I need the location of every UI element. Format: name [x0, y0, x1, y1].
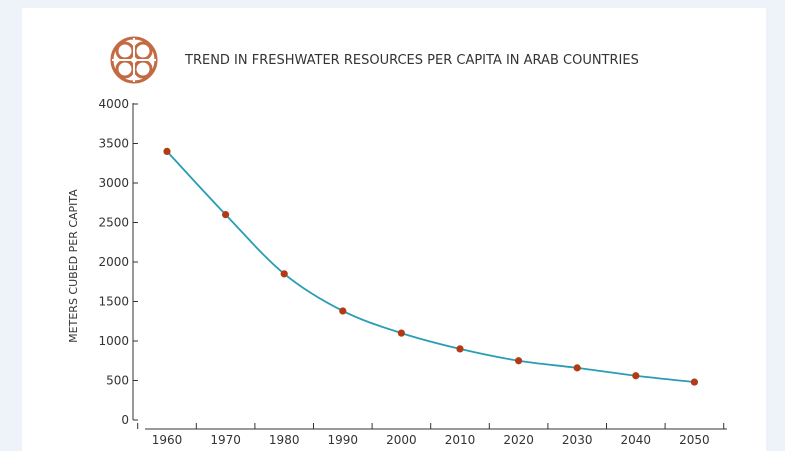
y-tick-label: 500	[106, 374, 129, 388]
data-point	[573, 364, 581, 372]
chart-title: TREND IN FRESHWATER RESOURCES PER CAPITA…	[184, 53, 639, 68]
y-tick-label: 0	[121, 413, 129, 427]
y-tick-label: 1500	[98, 295, 129, 309]
x-tick-label: 2050	[679, 433, 710, 447]
data-series	[163, 147, 699, 386]
data-point	[397, 329, 405, 337]
data-point	[515, 357, 523, 365]
x-tick-label: 2000	[386, 433, 417, 447]
x-tick-label: 1980	[269, 433, 300, 447]
data-point	[339, 307, 347, 315]
y-tick-label: 4000	[98, 97, 129, 111]
x-tick-label: 2040	[621, 433, 652, 447]
data-point	[690, 378, 699, 386]
y-tick-label: 1000	[98, 334, 129, 348]
y-axis-ticks: 0 500 1000 1500 2000 2500 3000 3500 4000	[98, 97, 138, 427]
ornamental-knot-icon	[110, 36, 158, 84]
y-tick-label: 2500	[98, 216, 129, 230]
y-axis-label: METERS CUBED PER CAPITA	[67, 189, 80, 343]
series-line	[166, 150, 695, 383]
data-point	[163, 147, 171, 155]
x-tick-label: 1970	[210, 433, 241, 447]
x-tick-label: 2010	[445, 433, 476, 447]
x-axis-ticks: 1960 1970 1980 1990 2000 2010 2020 2030 2040 2050	[137, 423, 725, 447]
x-tick-label: 2030	[562, 433, 593, 447]
axes	[132, 103, 727, 430]
y-tick-label: 3000	[98, 176, 129, 190]
y-tick-label: 3500	[98, 137, 129, 151]
data-point	[632, 372, 640, 380]
data-point	[222, 211, 230, 219]
x-tick-label: 2020	[503, 433, 534, 447]
x-tick-label: 1960	[152, 433, 183, 447]
x-tick-label: 1990	[328, 433, 359, 447]
chart-card: TREND IN FRESHWATER RESOURCES PER CAPITA…	[22, 8, 766, 451]
chart-svg: TREND IN FRESHWATER RESOURCES PER CAPITA…	[67, 36, 727, 447]
data-point	[456, 345, 464, 353]
data-point	[280, 270, 288, 278]
y-tick-label: 2000	[98, 255, 129, 269]
